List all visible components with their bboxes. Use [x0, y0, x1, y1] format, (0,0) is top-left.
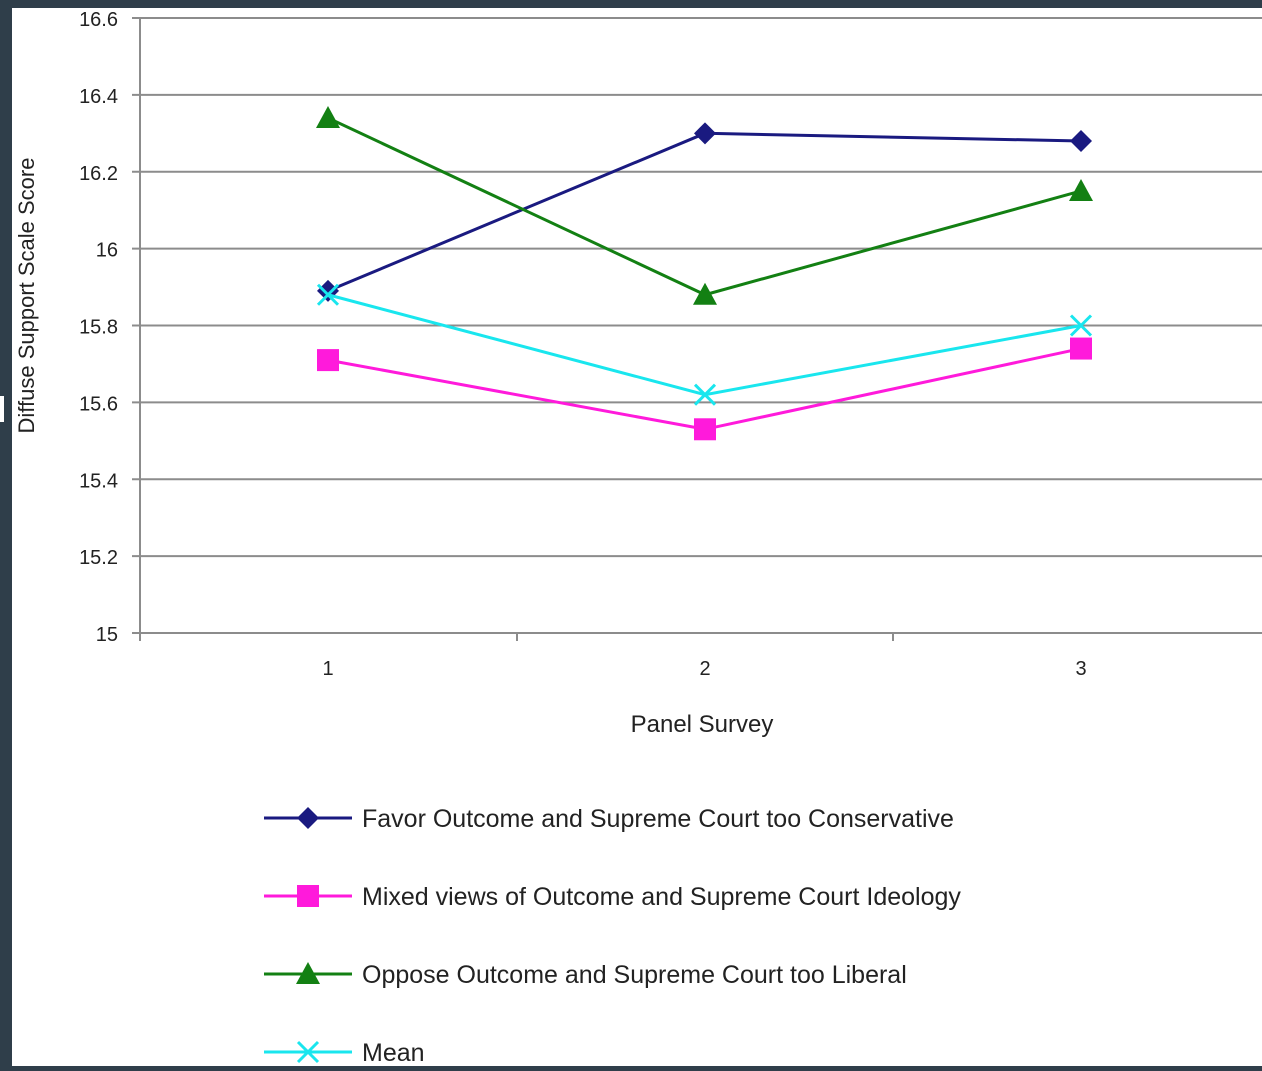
series-line	[327, 116, 1082, 297]
legend-item: Mixed views of Outcome and Supreme Court…	[264, 883, 961, 911]
data-point	[693, 282, 717, 305]
marker-stroke	[1069, 314, 1093, 337]
data-point	[693, 383, 717, 406]
series-3	[316, 283, 1093, 406]
legend-marker	[297, 807, 319, 829]
x-tick-label: 1	[322, 658, 333, 680]
x-tick-label: 2	[699, 658, 710, 680]
legend-marker	[297, 885, 319, 907]
y-tick-label: 15.6	[79, 393, 118, 415]
legend-item: Mean	[264, 1039, 425, 1067]
data-point	[1070, 337, 1092, 360]
data-point	[694, 122, 716, 145]
series-0	[317, 122, 1092, 302]
data-point	[1070, 130, 1092, 152]
legend-marker	[296, 1040, 320, 1064]
series-line	[327, 347, 1082, 431]
x-tick-label: 3	[1075, 658, 1086, 680]
line-chart: 15 15.2 15.4 15.6 15.8 16 16.2 16.4 16.6 1 2 3 Dif…	[14, 9, 1262, 1067]
data-point	[1069, 314, 1093, 337]
y-tick-label: 15	[96, 624, 118, 646]
x-tick-labels: 1 2 3	[322, 658, 1086, 680]
y-tick-label: 16.6	[79, 9, 118, 31]
series-2	[316, 105, 1093, 305]
legend-item: Favor Outcome and Supreme Court too Cons…	[264, 805, 954, 833]
y-tick-label: 15.8	[79, 317, 118, 339]
marker-stroke	[316, 283, 340, 306]
legend-marker	[296, 962, 320, 984]
y-tick-label: 15.4	[79, 470, 118, 492]
legend-label: Mean	[362, 1039, 425, 1066]
chart-canvas: 15 15.2 15.4 15.6 15.8 16 16.2 16.4 16.6 1 2 3 Dif…	[12, 8, 1262, 1067]
left-edge-marker	[0, 396, 4, 422]
y-tick-label: 16.4	[79, 86, 118, 108]
series-line	[327, 131, 1082, 293]
y-tick-label: 15.2	[79, 547, 118, 569]
marker-stroke	[693, 383, 717, 406]
y-tick-labels: 15 15.2 15.4 15.6 15.8 16 16.2 16.4 16.6	[79, 9, 118, 646]
data-point	[1069, 178, 1093, 201]
data-point	[317, 349, 339, 372]
data-point	[316, 283, 340, 306]
legend-label: Oppose Outcome and Supreme Court too Lib…	[362, 961, 907, 989]
x-axis-label: Panel Survey	[631, 711, 774, 738]
gridlines	[132, 17, 1262, 641]
legend: Favor Outcome and Supreme Court too Cons…	[264, 805, 961, 1067]
series-lines	[316, 105, 1093, 441]
axes	[139, 18, 1262, 634]
y-tick-label: 16.2	[79, 163, 118, 185]
series-1	[317, 337, 1092, 441]
data-point	[694, 418, 716, 441]
legend-item: Oppose Outcome and Supreme Court too Lib…	[264, 961, 907, 989]
data-point	[316, 105, 340, 128]
legend-label: Favor Outcome and Supreme Court too Cons…	[362, 805, 954, 833]
legend-label: Mixed views of Outcome and Supreme Court…	[362, 883, 961, 911]
y-axis-label: Diffuse Support Scale Score	[14, 158, 39, 434]
data-point	[317, 279, 339, 302]
y-tick-label: 16	[96, 240, 118, 262]
marker-stroke	[296, 1040, 320, 1064]
